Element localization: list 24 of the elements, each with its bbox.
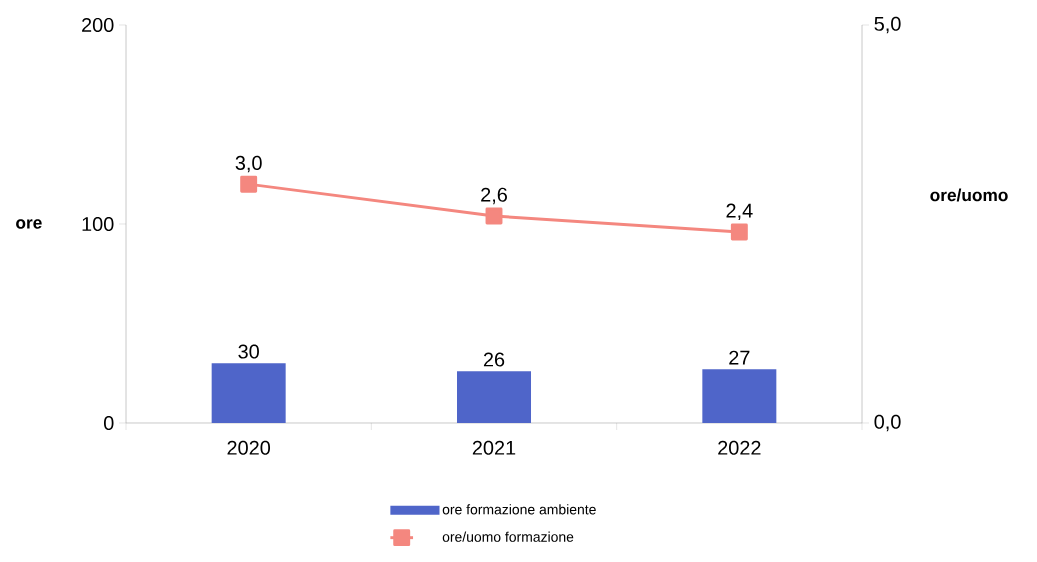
y2-tick-label: 0,0 <box>874 414 901 432</box>
legend-label: ore/uomo formazione <box>442 531 574 542</box>
point <box>730 223 748 241</box>
point <box>240 175 258 193</box>
y-tick-label: 100 <box>82 216 114 232</box>
bar <box>457 371 532 423</box>
legend-label: ore formazione ambiente <box>442 504 596 515</box>
bar <box>211 363 286 423</box>
data-label: 2,6 <box>481 187 507 205</box>
x-tick-label: 2020 <box>227 440 271 455</box>
data-label: 2,4 <box>726 203 753 221</box>
y2-axis-title: ore/uomo <box>930 188 1008 202</box>
data-label: 3,0 <box>235 155 262 173</box>
y-tick-label: 200 <box>82 17 114 33</box>
x-tick-label: 2021 <box>472 440 516 455</box>
point <box>485 207 503 225</box>
y-tick-label: 0 <box>103 415 114 431</box>
data-label: 27 <box>729 350 750 365</box>
y-axis-title: ore <box>16 219 42 229</box>
bar <box>702 369 777 423</box>
data-label: 26 <box>483 352 505 367</box>
x-tick-label: 2022 <box>718 440 761 455</box>
y2-tick-label: 5,0 <box>874 16 901 34</box>
data-label: 30 <box>238 344 259 359</box>
